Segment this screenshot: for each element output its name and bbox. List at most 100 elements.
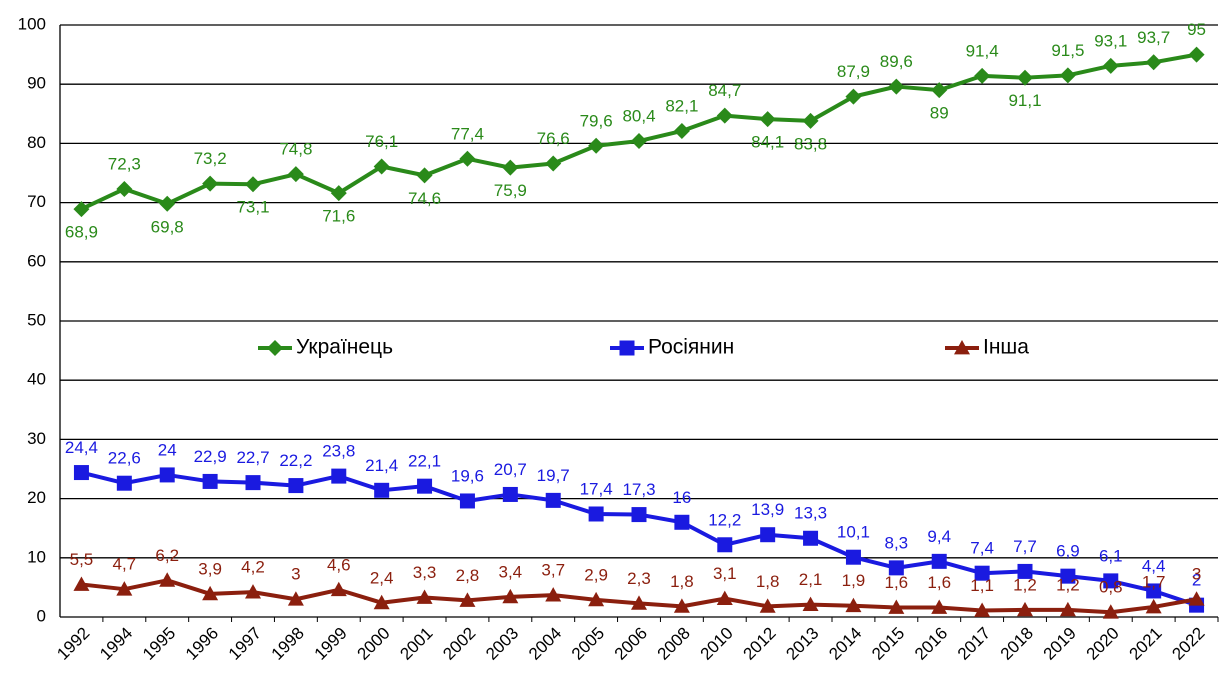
x-tick-label: 2008 xyxy=(654,624,694,664)
marker xyxy=(287,166,304,183)
x-tick-label: 2005 xyxy=(568,624,608,664)
marker xyxy=(1017,563,1033,579)
y-tick-label: 90 xyxy=(27,74,46,93)
data-label: 69,8 xyxy=(151,217,184,236)
marker xyxy=(631,507,647,523)
x-tick-label: 2022 xyxy=(1168,624,1208,664)
data-label: 22,7 xyxy=(236,448,269,467)
data-label: 80,4 xyxy=(622,107,655,126)
x-tick-label: 2015 xyxy=(868,624,908,664)
marker xyxy=(974,565,990,581)
data-label: 1,8 xyxy=(756,572,780,591)
marker xyxy=(717,537,733,553)
data-label: 3,1 xyxy=(713,564,737,583)
data-label: 4,4 xyxy=(1142,556,1166,575)
marker xyxy=(116,581,133,596)
marker xyxy=(1017,601,1033,617)
y-tick-label: 60 xyxy=(27,251,46,270)
x-tick-label: 2019 xyxy=(1040,624,1080,664)
marker xyxy=(159,572,176,587)
data-label: 6,1 xyxy=(1099,546,1123,565)
marker xyxy=(459,493,475,509)
marker xyxy=(931,599,948,614)
data-label: 24,4 xyxy=(65,438,98,457)
x-tick-label: 2020 xyxy=(1083,624,1123,664)
data-label: 1,8 xyxy=(670,572,694,591)
data-label: 76,1 xyxy=(365,132,398,151)
marker xyxy=(545,155,562,172)
data-label: 74,6 xyxy=(408,189,441,208)
data-label: 3 xyxy=(291,565,300,584)
x-tick-label: 1994 xyxy=(96,624,136,664)
y-tick-label: 30 xyxy=(27,429,46,448)
marker xyxy=(888,599,905,614)
marker xyxy=(1188,46,1205,63)
marker xyxy=(267,340,283,356)
marker xyxy=(374,482,390,498)
y-tick-label: 70 xyxy=(27,192,46,211)
data-label: 1,2 xyxy=(1013,575,1037,594)
marker xyxy=(416,589,433,604)
marker xyxy=(759,111,776,128)
marker xyxy=(845,88,862,105)
data-label: 7,4 xyxy=(970,539,994,558)
marker xyxy=(674,514,690,530)
data-label: 1,1 xyxy=(970,576,994,595)
x-tick-label: 1997 xyxy=(225,624,265,664)
data-label: 7,7 xyxy=(1013,537,1037,556)
data-label: 89 xyxy=(930,104,949,123)
data-label: 82,1 xyxy=(665,96,698,115)
data-label: 17,4 xyxy=(580,479,613,498)
data-label: 23,8 xyxy=(322,442,355,461)
data-label: 13,9 xyxy=(751,500,784,519)
x-tick-label: 2004 xyxy=(525,624,565,664)
marker xyxy=(974,67,991,84)
marker xyxy=(502,159,519,176)
marker xyxy=(545,492,561,508)
x-tick-label: 2006 xyxy=(611,624,651,664)
marker xyxy=(1102,604,1119,619)
data-label: 9,4 xyxy=(927,527,951,546)
data-label: 95 xyxy=(1187,20,1206,39)
marker xyxy=(954,340,970,355)
x-tick-label: 2010 xyxy=(697,624,737,664)
data-label: 3,7 xyxy=(541,561,565,580)
data-label: 4,6 xyxy=(327,555,351,574)
x-tick-label: 2002 xyxy=(439,624,479,664)
data-label: 3,3 xyxy=(413,563,437,582)
marker xyxy=(1059,601,1076,617)
data-label: 22,1 xyxy=(408,452,441,471)
marker xyxy=(287,591,304,606)
data-label: 93,1 xyxy=(1094,31,1127,50)
marker xyxy=(1060,568,1076,584)
data-label: 22,6 xyxy=(108,449,141,468)
marker xyxy=(373,594,390,610)
data-label: 87,9 xyxy=(837,62,870,81)
data-label: 91,1 xyxy=(1008,91,1041,110)
data-label: 75,9 xyxy=(494,181,527,200)
data-label: 22,2 xyxy=(279,451,312,470)
marker xyxy=(73,201,90,218)
y-tick-label: 10 xyxy=(27,547,46,566)
marker xyxy=(803,530,819,546)
marker xyxy=(416,167,433,184)
data-label: 84,1 xyxy=(751,133,784,152)
data-label: 76,6 xyxy=(537,129,570,148)
data-label: 73,1 xyxy=(236,198,269,217)
marker xyxy=(1102,57,1119,74)
marker xyxy=(245,584,261,599)
data-label: 93,7 xyxy=(1137,28,1170,47)
data-label: 20,7 xyxy=(494,460,527,479)
x-tick-label: 1999 xyxy=(311,624,351,664)
marker xyxy=(760,527,776,543)
data-label: 2,1 xyxy=(799,570,823,589)
x-tick-label: 2013 xyxy=(782,624,822,664)
marker xyxy=(288,478,304,494)
marker xyxy=(673,598,690,613)
data-label: 1,6 xyxy=(927,573,951,592)
marker xyxy=(1146,583,1162,599)
marker xyxy=(545,587,562,602)
marker xyxy=(330,581,347,597)
